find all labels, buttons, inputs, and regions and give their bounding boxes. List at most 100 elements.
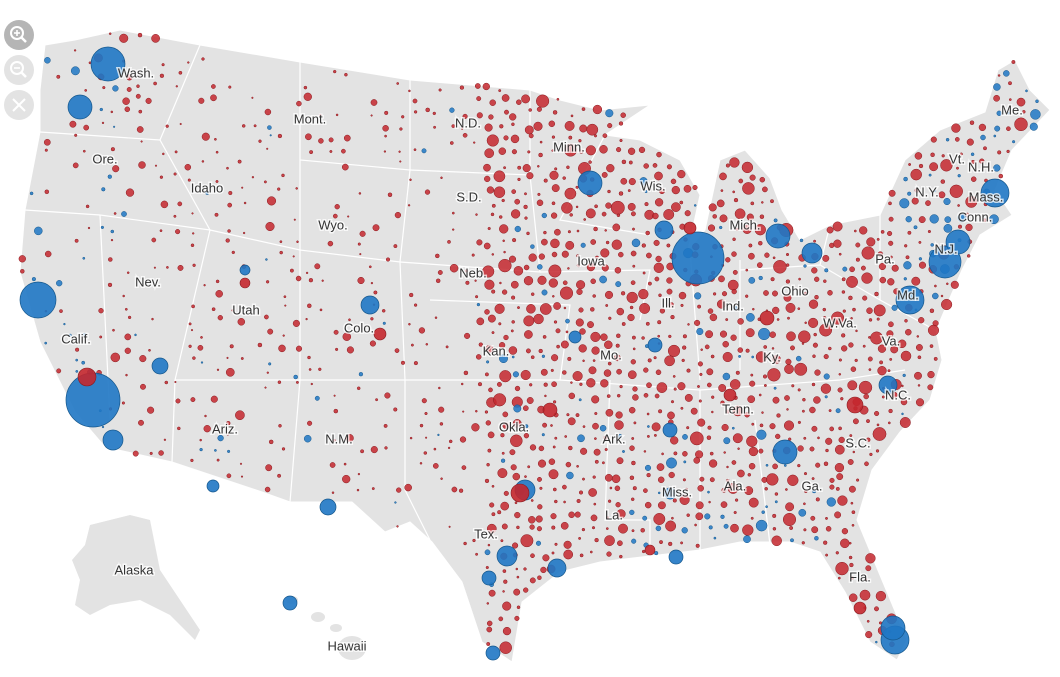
county-bubble: [463, 370, 469, 376]
county-bubble: [201, 57, 205, 61]
county-bubble: [264, 386, 267, 389]
county-bubble: [499, 224, 509, 234]
county-bubble: [823, 540, 828, 545]
county-bubble: [950, 280, 959, 289]
county-bubble: [493, 186, 506, 198]
county-bubble: [645, 321, 650, 326]
county-bubble: [630, 250, 637, 257]
county-bubble: [398, 150, 401, 153]
state-label: Mich.: [729, 217, 760, 232]
county-bubble: [370, 317, 374, 321]
county-bubble: [484, 123, 493, 132]
county-bubble: [684, 393, 693, 402]
state-label: Va.: [882, 333, 901, 348]
zoom-controls: [4, 20, 34, 120]
county-bubble: [859, 589, 871, 601]
county-bubble: [526, 231, 530, 236]
county-bubble: [476, 96, 482, 102]
county-bubble: [902, 373, 906, 378]
county-bubble: [654, 551, 659, 556]
county-bubble: [440, 176, 443, 180]
county-bubble: [817, 436, 820, 440]
county-bubble: [605, 408, 614, 417]
county-bubble: [763, 290, 769, 296]
county-bubble: [668, 334, 672, 339]
county-bubble: [758, 275, 763, 281]
county-bubble: [775, 433, 781, 440]
county-bubble: [880, 230, 885, 234]
county-bubble: [720, 514, 725, 519]
county-bubble: [856, 478, 860, 482]
county-bubble: [670, 314, 675, 320]
county-bubble: [565, 330, 569, 334]
county-bubble: [318, 367, 322, 371]
county-bubble: [44, 341, 48, 345]
county-bubble: [510, 280, 519, 289]
county-bubble: [846, 396, 864, 414]
county-bubble: [464, 269, 469, 273]
county-bubble: [550, 424, 553, 427]
county-bubble: [548, 278, 558, 288]
county-bubble: [578, 139, 582, 143]
reset-button[interactable]: [4, 90, 34, 120]
zoom-out-button[interactable]: [4, 55, 34, 85]
county-bubble: [825, 553, 829, 557]
county-bubble: [554, 542, 558, 546]
county-bubble: [570, 114, 574, 118]
county-bubble: [643, 488, 648, 493]
county-bubble: [732, 433, 743, 444]
county-bubble: [607, 123, 613, 129]
county-bubble: [630, 280, 636, 286]
county-bubble: [888, 408, 893, 414]
county-bubble: [99, 335, 103, 339]
county-bubble: [808, 299, 819, 309]
county-bubble: [866, 307, 873, 314]
county-bubble: [333, 329, 339, 335]
county-bubble: [798, 277, 801, 281]
county-bubble: [653, 513, 666, 525]
county-bubble: [627, 313, 635, 322]
county-bubble: [433, 125, 437, 129]
county-bubble: [783, 420, 795, 431]
county-bubble: [329, 150, 333, 153]
county-bubble: [537, 459, 547, 468]
county-bubble: [384, 134, 387, 138]
county-bubble: [670, 436, 679, 445]
county-bubble: [540, 566, 547, 574]
county-bubble: [511, 189, 517, 194]
county-bubble: [993, 134, 997, 138]
county-bubble: [657, 491, 661, 495]
county-bubble: [529, 444, 537, 451]
zoom-in-button[interactable]: [4, 20, 34, 50]
county-bubble: [231, 309, 234, 312]
county-bubble: [644, 464, 652, 471]
county-bubble: [841, 345, 848, 352]
county-bubble: [370, 99, 378, 106]
county-bubble: [550, 368, 554, 372]
county-bubble: [605, 109, 614, 118]
county-bubble: [620, 177, 628, 185]
county-bubble: [617, 540, 623, 547]
county-bubble: [607, 499, 612, 503]
county-bubble: [612, 223, 621, 232]
county-bubble: [486, 523, 497, 534]
county-bubble: [187, 61, 190, 64]
county-bubble: [553, 302, 561, 310]
county-bubble: [341, 148, 346, 154]
county-bubble: [559, 286, 574, 300]
county-bubble: [881, 395, 885, 399]
county-bubble: [797, 388, 801, 392]
county-bubble: [132, 450, 139, 457]
county-bubble: [599, 424, 607, 432]
county-bubble: [849, 434, 853, 438]
county-bubble: [471, 253, 475, 257]
county-bubble: [83, 124, 90, 131]
county-bubble: [759, 310, 775, 326]
county-bubble: [394, 211, 402, 219]
county-bubble: [528, 133, 534, 139]
county-bubble: [277, 187, 281, 191]
county-bubble: [590, 239, 597, 245]
county-bubble: [720, 189, 724, 192]
county-bubble: [671, 202, 681, 212]
county-bubble: [783, 293, 792, 302]
